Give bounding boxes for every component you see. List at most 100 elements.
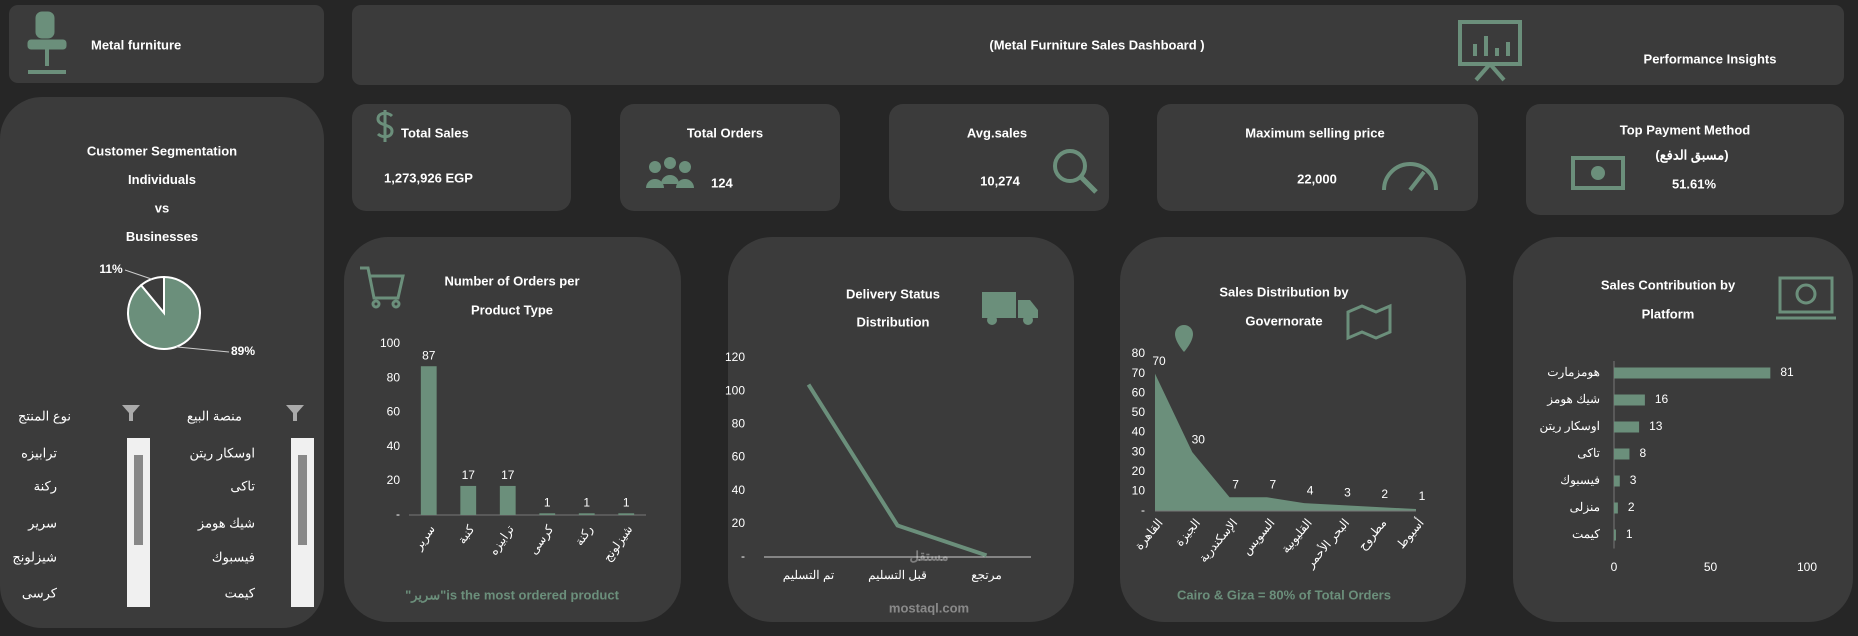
chart-panel	[344, 237, 681, 622]
slicer-item[interactable]: ترابيزه	[21, 445, 57, 461]
kpi-label: Total Orders	[687, 125, 763, 140]
chart-title: Businesses	[126, 229, 198, 244]
y-tick-label: 30	[1132, 444, 1146, 458]
pie-label: 11%	[99, 262, 123, 276]
y-tick-label: 20	[1132, 464, 1146, 478]
bar	[1614, 367, 1771, 379]
slicer-title: نوع المنتج	[18, 408, 71, 424]
bar	[1614, 475, 1620, 487]
bar	[460, 485, 477, 515]
kpi-value: 1,273,926 EGP	[384, 170, 473, 185]
value-label: 2	[1381, 487, 1388, 501]
chart-title: Individuals	[128, 172, 196, 187]
slicer-item[interactable]: كرسى	[22, 585, 58, 601]
chart-title: vs	[155, 200, 169, 215]
leader-line	[176, 346, 230, 353]
y-tick-label: -	[396, 507, 400, 521]
y-tick-label: كيمت	[1572, 527, 1600, 541]
chair-seat	[27, 39, 67, 50]
y-tick-label: 10	[1132, 484, 1146, 498]
value-label: 1	[544, 495, 551, 509]
chart-annotation: Cairo & Giza = 80% of Total Orders	[1177, 587, 1391, 602]
gauge-icon	[1382, 162, 1438, 191]
y-tick-label: 70	[1132, 366, 1146, 380]
people-icon	[664, 157, 676, 169]
watermark: mostaql.com	[889, 600, 969, 615]
chart-title: Distribution	[857, 314, 930, 329]
y-tick-label: 80	[1132, 346, 1146, 360]
kpi-card	[889, 104, 1109, 211]
pin-icon	[1175, 325, 1193, 352]
y-tick-label: -	[1141, 503, 1145, 517]
bar	[1614, 394, 1645, 406]
clear-filter-icon[interactable]	[286, 405, 304, 421]
value-label: 30	[1192, 432, 1206, 446]
bars	[1473, 36, 1510, 56]
people-icon	[661, 175, 679, 184]
chart-title: Number of Orders per	[444, 273, 579, 288]
globe	[1795, 283, 1817, 305]
value-label: 13	[1649, 419, 1663, 433]
kpi-label: Total Sales	[401, 125, 469, 140]
wheel	[987, 315, 997, 325]
chart-annotation: "سرير"is the most ordered product	[405, 587, 619, 603]
leg	[1474, 62, 1492, 82]
bar	[1614, 502, 1618, 514]
bar	[578, 513, 595, 515]
y-tick-label: 120	[725, 350, 745, 364]
y-tick-label: 60	[387, 405, 401, 419]
bar	[499, 485, 516, 515]
clear-filter-icon[interactable]	[122, 405, 140, 421]
slicer-item[interactable]: تاكى	[230, 478, 255, 493]
value-label: 8	[1639, 446, 1646, 460]
presentation-icon	[1458, 20, 1522, 82]
chart-title: Product Type	[471, 302, 553, 317]
search-icon	[1053, 149, 1087, 183]
y-tick-label: 80	[732, 417, 746, 431]
y-tick-label: 40	[1132, 425, 1146, 439]
value-label: 4	[1307, 483, 1314, 497]
value-label: 3	[1344, 485, 1351, 499]
screen	[1778, 276, 1834, 314]
value-label: 17	[501, 468, 515, 482]
chart-title: Platform	[1642, 306, 1695, 321]
slicer-item[interactable]: شيزلونج	[12, 549, 57, 565]
people-icon	[646, 179, 664, 188]
chart-title: Sales Contribution by	[1601, 277, 1736, 292]
left-panel	[0, 97, 324, 628]
kpi-value: 10,274	[980, 173, 1021, 188]
y-tick-label: هومزمارت	[1547, 365, 1600, 379]
slicer-item[interactable]: شيك هومز	[197, 515, 255, 531]
kpi-value: 124	[711, 175, 733, 190]
value-label: 17	[462, 468, 476, 482]
slicer-item[interactable]: فيسبوك	[212, 549, 255, 565]
value-label: 2	[1628, 500, 1635, 514]
leg	[1488, 62, 1506, 82]
x-tick-label: مرتجع	[971, 568, 1002, 582]
value-label: 7	[1270, 477, 1277, 491]
y-tick-label: 80	[387, 370, 401, 384]
pie-label: 89%	[231, 344, 255, 358]
y-tick-label: -	[741, 549, 745, 563]
dollar-icon	[376, 110, 394, 142]
monitor-icon	[1776, 276, 1836, 320]
x-tick-label: 50	[1704, 560, 1718, 574]
value-label: 1	[1626, 527, 1633, 541]
slicer-item[interactable]: كيمت	[225, 585, 256, 600]
search-icon	[1079, 175, 1098, 194]
kpi-detail: (مسبق الدفع)	[1655, 147, 1728, 163]
slicer-item[interactable]: ركنة	[34, 478, 57, 494]
y-tick-label: فيسبوك	[1560, 473, 1600, 487]
value-label: 3	[1630, 473, 1637, 487]
people-icon	[649, 161, 661, 173]
slicer-item[interactable]: اوسكار ريتن	[189, 445, 255, 461]
wheel	[371, 299, 381, 309]
y-tick-label: 50	[1132, 405, 1146, 419]
kpi-label: Maximum selling price	[1245, 125, 1384, 140]
slicer-item[interactable]: سرير	[27, 515, 57, 531]
kpi-card	[352, 104, 571, 211]
people-icon	[676, 179, 694, 188]
chart-title: Governorate	[1245, 313, 1322, 328]
value-label: 1	[583, 495, 590, 509]
cash-icon	[1591, 166, 1605, 180]
